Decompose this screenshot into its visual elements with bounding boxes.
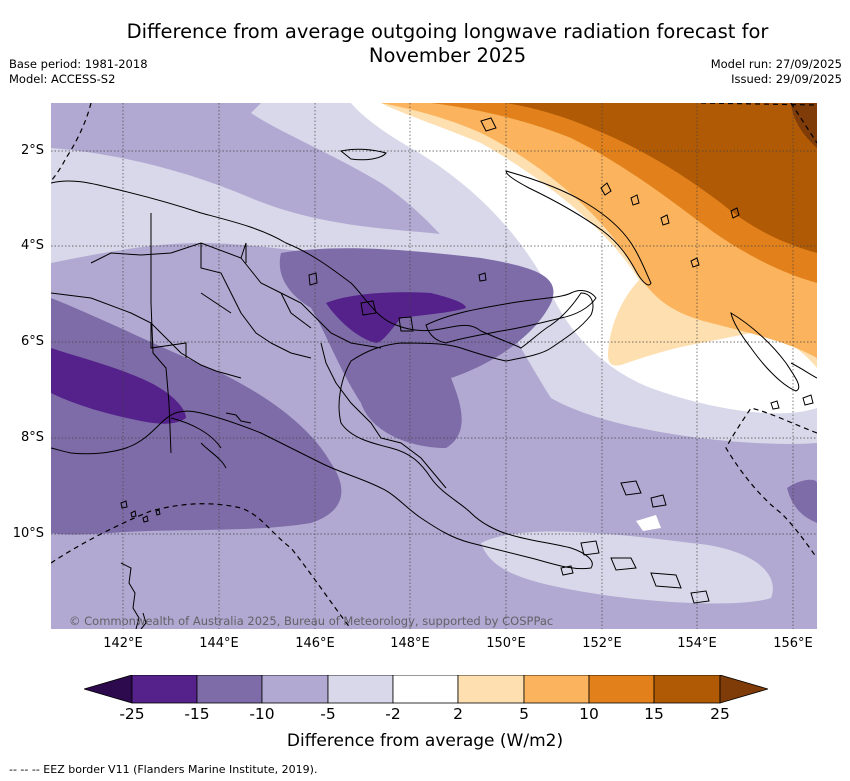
map-title: Difference from average outgoing longwav… (80, 20, 815, 68)
new-britain-coast (425, 290, 597, 344)
eez-borders (51, 103, 817, 629)
lat-label-2s: 2°S (20, 143, 44, 158)
lon-label-150e: 150°E (486, 636, 526, 651)
colorbar-title: Difference from average (W/m2) (286, 731, 564, 751)
issued-text: Issued: 29/09/2025 (731, 72, 842, 86)
colorbar-seg-7 (523, 675, 590, 704)
colorbar-under-arrow (84, 675, 133, 704)
eez-footer-note: -- -- -- EEZ border V11 (Flanders Marine… (9, 763, 318, 776)
band-light-lavender-upper (51, 148, 611, 323)
solomon-islands (770, 362, 817, 410)
new-guinea-coast (51, 180, 594, 570)
cb-tick-1: -15 (184, 705, 210, 723)
province-borders (51, 242, 447, 489)
base-period-text: Base period: 1981-2018 (9, 57, 148, 71)
lon-label-144e: 144°E (199, 636, 239, 651)
model-text: Model: ACCESS-S2 (9, 72, 116, 86)
new-ireland-coast (505, 170, 652, 286)
colorbar-seg-6 (457, 675, 525, 704)
lon-label-148e: 148°E (390, 636, 430, 651)
lat-label-4s: 4°S (20, 238, 44, 253)
band-white-small (636, 515, 661, 531)
lon-label-146e: 146°E (295, 636, 335, 651)
cb-tick-8: 15 (644, 705, 664, 723)
colorbar-seg-1 (131, 675, 198, 704)
cb-tick-2: -10 (249, 705, 275, 723)
lat-label-6s: 6°S (20, 334, 44, 349)
lon-label-156e: 156°E (773, 636, 813, 651)
cb-tick-6: 5 (519, 705, 529, 723)
band-brown (506, 103, 817, 253)
islands-center (308, 272, 487, 332)
cb-tick-0: -25 (119, 705, 145, 723)
band-medium-purple-east (787, 479, 817, 523)
colorbar (84, 675, 768, 704)
colorbar-over-arrow (719, 675, 768, 704)
lon-label-152e: 152°E (582, 636, 622, 651)
model-run-text: Model run: 27/09/2025 (710, 57, 842, 71)
bougainville-coast (730, 311, 800, 392)
torres-islands (120, 500, 161, 523)
colorbar-seg-9 (653, 675, 721, 704)
cb-tick-7: 10 (579, 705, 599, 723)
band-medium-purple-west (51, 298, 342, 535)
small-islands-north (480, 117, 740, 268)
title-line-2: November 2025 (368, 44, 527, 67)
graticule (51, 103, 817, 629)
band-dark-purple-west (51, 348, 186, 424)
colorbar-seg-4 (327, 675, 394, 704)
colorbar-seg-3 (261, 675, 329, 704)
lon-label-142e: 142°E (103, 636, 143, 651)
lon-label-154e: 154°E (677, 636, 717, 651)
fly-river-delta (170, 412, 252, 469)
colorbar-seg-5 (392, 675, 459, 704)
lat-label-8s: 8°S (20, 430, 44, 445)
meta-left: Base period: 1981-2018 Model: ACCESS-S2 (9, 57, 148, 87)
title-line-1: Difference from average outgoing longwav… (126, 20, 769, 43)
band-peach-east (608, 278, 751, 366)
colorbar-seg-2 (196, 675, 263, 704)
cb-tick-4: -2 (385, 705, 401, 723)
louisiade-islands (560, 480, 710, 604)
cape-york-coast (120, 562, 147, 629)
manus-island (339, 148, 387, 161)
band-dark-brown (791, 103, 817, 148)
cb-tick-3: -5 (320, 705, 336, 723)
meta-right: Model run: 27/09/2025 Issued: 29/09/2025 (711, 57, 842, 87)
copyright-text: © Commonwealth of Australia 2025, Bureau… (69, 614, 553, 628)
colorbar-seg-8 (588, 675, 655, 704)
lat-label-10s: 10°S (12, 526, 44, 541)
cb-tick-9: 25 (710, 705, 730, 723)
cb-tick-5: 2 (453, 705, 463, 723)
coastlines (51, 117, 817, 629)
band-light-lavender-south (481, 531, 773, 604)
png-indonesia-border (150, 213, 172, 454)
anomaly-map: © Commonwealth of Australia 2025, Bureau… (51, 103, 817, 629)
